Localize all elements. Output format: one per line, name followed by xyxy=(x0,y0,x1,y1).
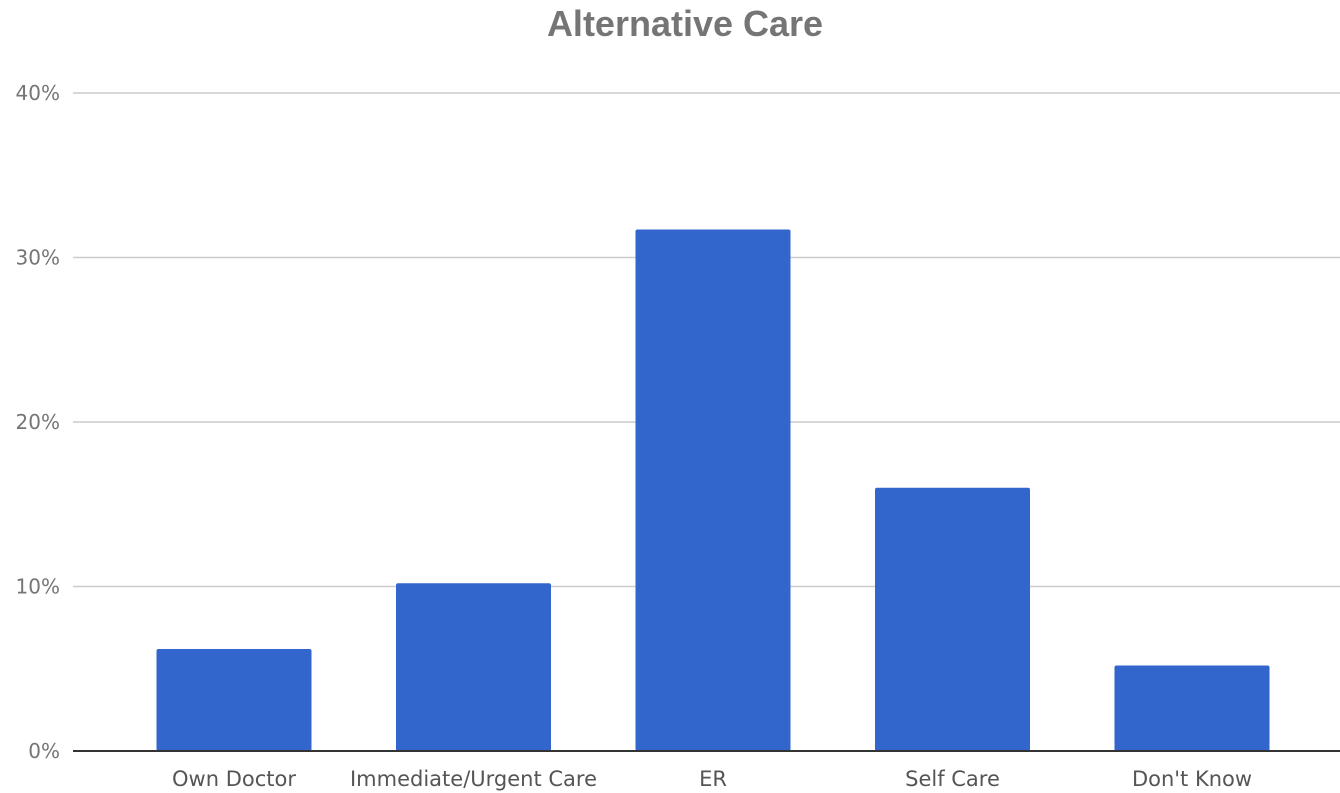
y-tick-label: 0% xyxy=(28,739,60,763)
x-category-label: Immediate/Urgent Care xyxy=(350,767,597,791)
x-category-label: Self Care xyxy=(905,767,1000,791)
bar xyxy=(635,229,791,751)
y-tick-label: 30% xyxy=(16,246,60,270)
x-category-label: ER xyxy=(699,767,727,791)
x-axis-category-labels: Own Doctor Immediate/Urgent Care ER Self Ca… xyxy=(172,767,1252,791)
bars xyxy=(156,229,1270,751)
x-category-label: Own Doctor xyxy=(172,767,296,791)
bar xyxy=(156,649,312,751)
y-tick-label: 20% xyxy=(16,410,60,434)
y-tick-label: 10% xyxy=(16,575,60,599)
x-category-label: Don't Know xyxy=(1132,767,1252,791)
bar xyxy=(396,583,551,751)
y-axis-tick-labels: 0% 10% 20% 30% 40% xyxy=(16,81,60,763)
y-tick-label: 40% xyxy=(16,81,60,105)
chart-title: Alternative Care xyxy=(547,3,823,44)
bar xyxy=(875,487,1030,751)
bar xyxy=(1114,665,1270,751)
